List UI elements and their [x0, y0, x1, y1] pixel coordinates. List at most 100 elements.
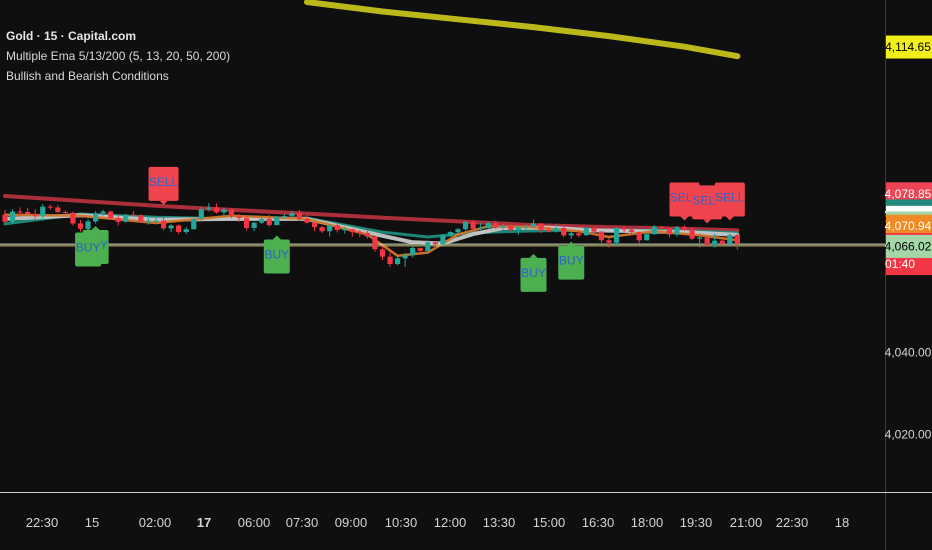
sell-signal-label[interactable] — [148, 166, 179, 201]
candle-body[interactable] — [546, 230, 552, 232]
candle-body[interactable] — [681, 227, 688, 230]
candle-body[interactable] — [130, 214, 136, 216]
candle-body[interactable] — [311, 222, 318, 228]
candle-body[interactable] — [372, 236, 378, 250]
candle-body[interactable] — [357, 232, 363, 234]
buy-signal-label[interactable] — [263, 239, 290, 274]
candle-body[interactable] — [221, 209, 227, 213]
candle-body[interactable] — [176, 225, 182, 233]
candle-body[interactable] — [327, 225, 333, 232]
symbol-title[interactable]: Gold · 15 · Capital.com — [6, 29, 137, 43]
candle-body[interactable] — [2, 214, 8, 222]
candle-body[interactable] — [644, 234, 650, 241]
candle-body[interactable] — [659, 226, 665, 228]
candle-body[interactable] — [236, 216, 242, 219]
candle-body[interactable] — [425, 242, 431, 251]
candle-body[interactable] — [591, 227, 597, 232]
candle-body[interactable] — [538, 223, 544, 231]
candle-body[interactable] — [364, 232, 370, 237]
candle-body[interactable] — [379, 249, 386, 257]
candle-body[interactable] — [561, 227, 567, 236]
candle-body[interactable] — [734, 234, 740, 244]
candle-body[interactable] — [689, 229, 695, 239]
candle-body[interactable] — [251, 222, 257, 228]
candle-body[interactable] — [395, 258, 401, 265]
candle-body[interactable] — [455, 229, 461, 233]
candle-body[interactable] — [319, 227, 325, 232]
candle-body[interactable] — [727, 234, 733, 244]
candle-body[interactable] — [274, 216, 280, 226]
candle-body[interactable] — [304, 218, 310, 223]
candle-body[interactable] — [583, 227, 589, 236]
candle-body[interactable] — [621, 227, 627, 230]
candle-body[interactable] — [417, 248, 423, 251]
candle-body[interactable] — [198, 209, 204, 219]
price-axis-label[interactable] — [886, 234, 932, 258]
candle-body[interactable] — [100, 211, 106, 214]
candle-body[interactable] — [613, 227, 620, 243]
candle-body[interactable] — [47, 206, 53, 208]
candle-body[interactable] — [342, 229, 348, 231]
buy-signal-label[interactable] — [520, 257, 547, 292]
candle-body[interactable] — [478, 227, 484, 229]
candle-body[interactable] — [636, 232, 642, 241]
candle-body[interactable] — [296, 213, 303, 219]
candle-body[interactable] — [168, 225, 174, 229]
candle-body[interactable] — [629, 229, 635, 233]
candle-body[interactable] — [576, 233, 582, 236]
candle-body[interactable] — [70, 212, 76, 224]
candle-body[interactable] — [440, 235, 446, 245]
candle-body[interactable] — [138, 215, 144, 222]
candle-body[interactable] — [153, 220, 159, 222]
candle-body[interactable] — [508, 225, 514, 231]
candle-body[interactable] — [334, 225, 340, 231]
candle-body[interactable] — [553, 227, 559, 231]
candle-body[interactable] — [410, 248, 416, 256]
candle-body[interactable] — [447, 232, 454, 236]
candle-body[interactable] — [191, 218, 197, 230]
ema-indicator-label[interactable]: Multiple Ema 5/13/200 (5, 13, 20, 50, 20… — [6, 49, 231, 63]
candle-body[interactable] — [17, 211, 23, 213]
candle-body[interactable] — [666, 227, 672, 235]
candle-body[interactable] — [55, 207, 61, 212]
candle-body[interactable] — [289, 213, 295, 217]
candle-body[interactable] — [651, 226, 657, 235]
candle-body[interactable] — [493, 223, 499, 228]
candle-body[interactable] — [432, 242, 438, 245]
candle-body[interactable] — [485, 223, 491, 228]
candle-body[interactable] — [213, 207, 219, 213]
candle-body[interactable] — [206, 207, 212, 210]
candle-body[interactable] — [108, 211, 114, 219]
candle-body[interactable] — [93, 213, 99, 222]
candle-body[interactable] — [523, 226, 529, 228]
candle-body[interactable] — [697, 237, 703, 239]
candle-body[interactable] — [349, 229, 355, 233]
candle-body[interactable] — [281, 216, 287, 218]
candle-body[interactable] — [32, 214, 38, 217]
candle-body[interactable] — [266, 218, 272, 226]
candle-body[interactable] — [62, 211, 68, 213]
candle-body[interactable] — [500, 225, 506, 228]
sell-signal-label[interactable] — [669, 182, 700, 217]
candle-body[interactable] — [40, 206, 46, 217]
buy-signal-label[interactable] — [558, 245, 585, 280]
candle-body[interactable] — [115, 218, 121, 222]
candle-body[interactable] — [228, 209, 235, 217]
candle-body[interactable] — [712, 240, 718, 245]
candle-body[interactable] — [160, 220, 167, 229]
candle-body[interactable] — [259, 218, 265, 223]
candle-body[interactable] — [704, 237, 710, 245]
candle-body[interactable] — [85, 221, 91, 229]
candle-body[interactable] — [387, 256, 393, 265]
candle-body[interactable] — [77, 223, 84, 229]
conditions-indicator-label[interactable]: Bullish and Bearish Conditions — [6, 69, 169, 83]
price-axis-label[interactable] — [886, 214, 932, 238]
candle-body[interactable] — [402, 255, 408, 259]
candle-body[interactable] — [568, 233, 574, 236]
buy-signal-label[interactable] — [75, 232, 102, 267]
candle-body[interactable] — [515, 227, 521, 231]
candle-body[interactable] — [598, 231, 605, 241]
candle-body[interactable] — [470, 221, 476, 229]
candle-body[interactable] — [530, 223, 537, 227]
